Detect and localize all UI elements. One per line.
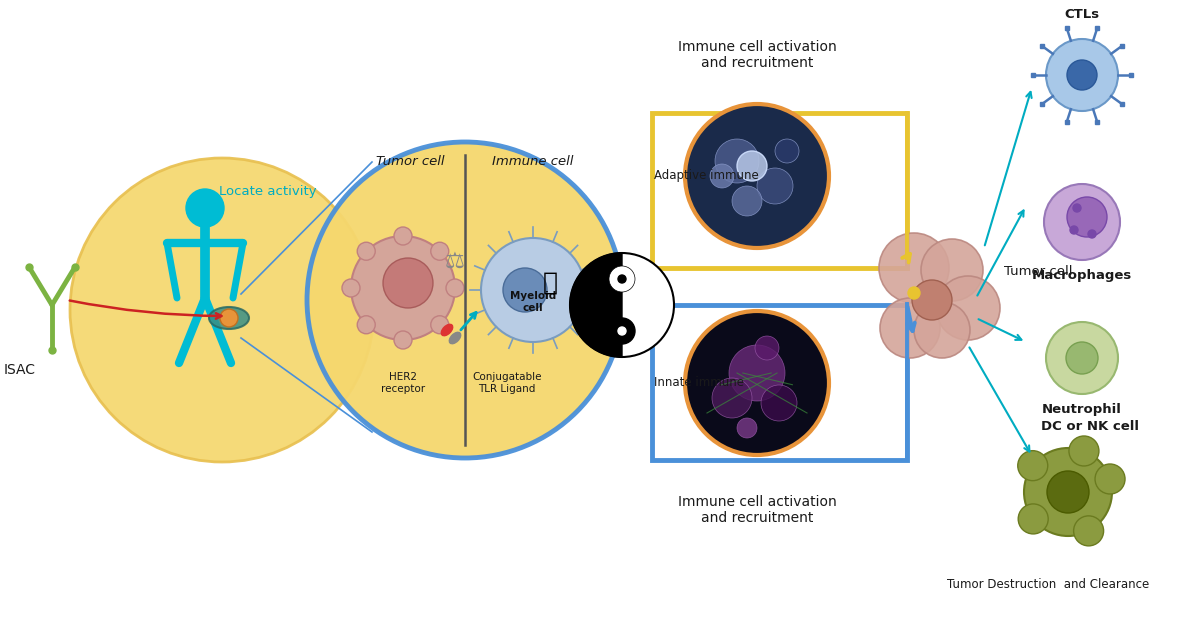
Circle shape	[712, 378, 752, 418]
Circle shape	[618, 275, 626, 283]
Circle shape	[737, 418, 757, 438]
Text: ISAC: ISAC	[4, 363, 36, 377]
Ellipse shape	[449, 332, 461, 343]
Circle shape	[1018, 504, 1048, 534]
Circle shape	[1096, 464, 1126, 494]
Circle shape	[685, 104, 829, 248]
Text: Tumor cell: Tumor cell	[1004, 265, 1073, 278]
Circle shape	[481, 238, 586, 342]
Bar	[652, 113, 907, 268]
Circle shape	[307, 142, 623, 458]
Text: Myeloid
cell: Myeloid cell	[510, 291, 556, 313]
Circle shape	[394, 331, 412, 349]
Circle shape	[878, 233, 949, 303]
Text: Immune cell activation
and recruitment: Immune cell activation and recruitment	[678, 40, 836, 70]
Circle shape	[446, 279, 464, 297]
Circle shape	[1046, 322, 1118, 394]
Circle shape	[914, 302, 970, 358]
Text: Tumor cell: Tumor cell	[376, 155, 444, 168]
Text: Adaptive immune: Adaptive immune	[654, 169, 758, 182]
Circle shape	[1088, 230, 1096, 238]
Circle shape	[1067, 60, 1097, 90]
Circle shape	[186, 189, 224, 227]
Wedge shape	[570, 253, 622, 357]
Text: Immune cell activation
and recruitment: Immune cell activation and recruitment	[678, 495, 836, 525]
Circle shape	[908, 287, 920, 299]
Circle shape	[570, 253, 674, 357]
Circle shape	[1069, 436, 1099, 466]
Circle shape	[503, 268, 547, 312]
Bar	[652, 305, 907, 460]
Text: HER2
receptor: HER2 receptor	[380, 372, 425, 394]
Circle shape	[431, 316, 449, 334]
Ellipse shape	[209, 307, 250, 329]
Text: Innate immune: Innate immune	[654, 376, 744, 389]
Circle shape	[358, 316, 376, 334]
Circle shape	[1074, 516, 1104, 546]
Circle shape	[1024, 448, 1112, 536]
Circle shape	[936, 276, 1000, 340]
Circle shape	[358, 242, 376, 260]
Text: Tumor Destruction  and Clearance: Tumor Destruction and Clearance	[947, 577, 1150, 590]
Circle shape	[775, 139, 799, 163]
Text: Conjugatable
TLR Ligand: Conjugatable TLR Ligand	[473, 372, 541, 394]
Circle shape	[1066, 342, 1098, 374]
Ellipse shape	[442, 324, 452, 335]
Circle shape	[1018, 451, 1048, 481]
Text: ⚖: ⚖	[445, 252, 466, 272]
Circle shape	[710, 164, 734, 188]
Text: Neutrophil: Neutrophil	[1042, 404, 1122, 417]
Text: Locate activity: Locate activity	[220, 185, 317, 198]
Circle shape	[755, 336, 779, 360]
Circle shape	[757, 168, 793, 204]
Circle shape	[1070, 226, 1078, 234]
Circle shape	[737, 151, 767, 181]
Circle shape	[1046, 39, 1118, 111]
Circle shape	[685, 311, 829, 455]
Circle shape	[431, 242, 449, 260]
Circle shape	[1046, 471, 1090, 513]
Circle shape	[912, 280, 952, 320]
Circle shape	[394, 227, 412, 245]
Circle shape	[761, 385, 797, 421]
Circle shape	[610, 318, 635, 344]
Circle shape	[1067, 197, 1108, 237]
Circle shape	[383, 258, 433, 308]
Circle shape	[618, 327, 626, 335]
Circle shape	[342, 279, 360, 297]
Circle shape	[922, 239, 983, 301]
Circle shape	[70, 158, 374, 462]
Circle shape	[610, 266, 635, 292]
Circle shape	[352, 236, 455, 340]
Circle shape	[730, 345, 785, 401]
Text: Immune cell: Immune cell	[492, 155, 574, 168]
Circle shape	[1073, 204, 1081, 212]
Circle shape	[880, 298, 940, 358]
Circle shape	[732, 186, 762, 216]
Text: CTLs: CTLs	[1064, 9, 1099, 22]
Text: DC or NK cell: DC or NK cell	[1042, 420, 1139, 433]
Circle shape	[715, 139, 760, 183]
Text: 🐉: 🐉	[542, 271, 558, 295]
Text: Macrophages: Macrophages	[1032, 270, 1132, 283]
Circle shape	[220, 309, 238, 327]
Circle shape	[1044, 184, 1120, 260]
